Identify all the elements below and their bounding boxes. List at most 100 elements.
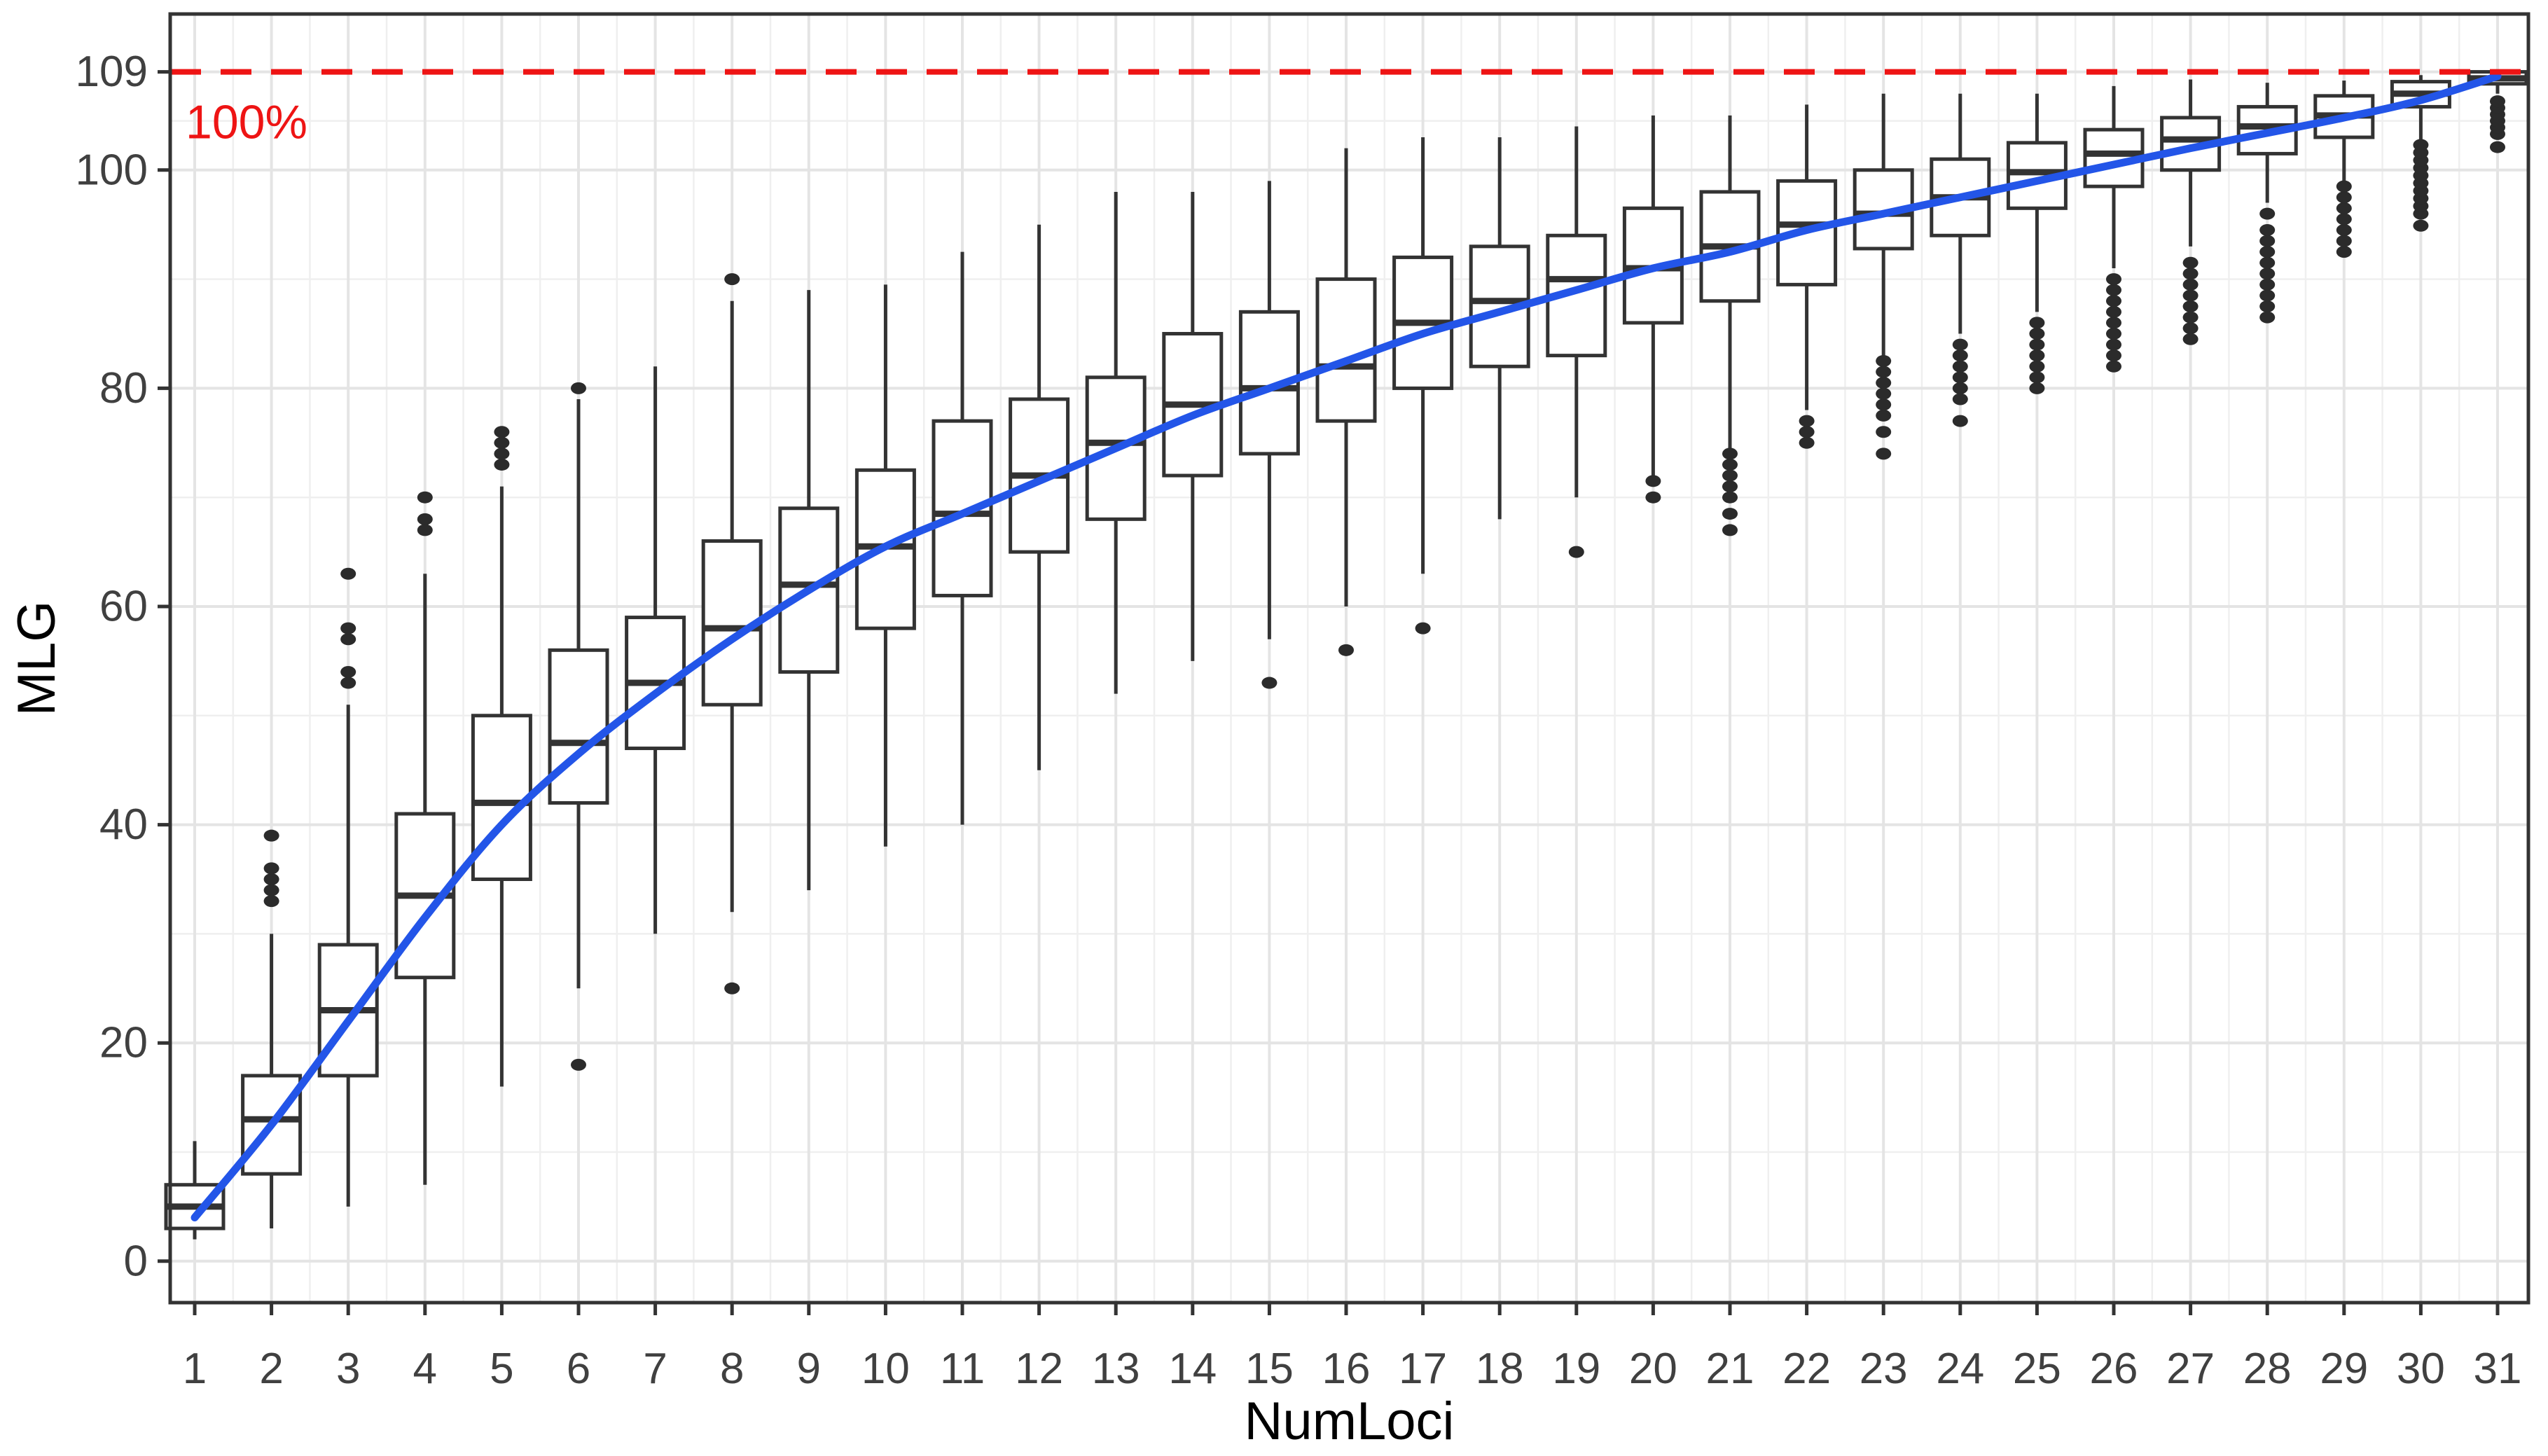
outlier-point xyxy=(1952,371,1968,384)
outlier-point xyxy=(1722,458,1738,471)
boxplot-numloci-6 xyxy=(548,382,609,1071)
outlier-point xyxy=(2336,235,2352,247)
outlier-point xyxy=(494,426,510,438)
outlier-point xyxy=(2106,338,2121,351)
x-tick-label: 22 xyxy=(1782,1345,1831,1393)
outlier-point xyxy=(417,491,433,504)
boxplot-numloci-12 xyxy=(1009,224,1070,770)
boxplot-numloci-10 xyxy=(854,284,916,847)
outlier-point xyxy=(1876,448,1892,460)
boxplot-numloci-27 xyxy=(2160,79,2222,345)
outlier-point xyxy=(2029,327,2045,340)
x-tick-label: 15 xyxy=(1245,1345,1294,1393)
outlier-point xyxy=(2336,180,2352,193)
boxplot-numloci-9 xyxy=(778,290,840,891)
x-tick-label: 8 xyxy=(720,1345,744,1393)
outlier-point xyxy=(1952,393,1968,405)
x-tick-label: 26 xyxy=(2090,1345,2138,1393)
outlier-point xyxy=(2106,360,2121,373)
outlier-point xyxy=(1952,349,1968,362)
outlier-point xyxy=(1645,491,1661,504)
outlier-point xyxy=(1799,415,1815,427)
x-tick-label: 7 xyxy=(643,1345,667,1393)
outlier-point xyxy=(2259,256,2276,269)
boxplot-numloci-22 xyxy=(1776,104,1838,449)
outlier-point xyxy=(2106,349,2121,362)
outlier-point xyxy=(494,458,510,471)
outlier-point xyxy=(2490,95,2505,108)
outlier-point xyxy=(2336,223,2352,236)
boxplot-series xyxy=(164,70,2528,1240)
x-tick-label: 11 xyxy=(940,1345,985,1393)
outlier-point xyxy=(2259,246,2276,258)
outlier-point xyxy=(2106,295,2121,307)
outlier-point xyxy=(1876,387,1892,400)
x-tick-label: 3 xyxy=(336,1345,360,1393)
smooth-line xyxy=(191,72,2502,1221)
outlier-point xyxy=(2106,284,2121,296)
outlier-point xyxy=(1415,622,1431,635)
outlier-point xyxy=(263,895,279,908)
boxplot-numloci-18 xyxy=(1469,137,1530,520)
outlier-point xyxy=(2182,256,2199,269)
outlier-point xyxy=(1799,436,1815,449)
gridlines-minor xyxy=(170,14,2528,1303)
outlier-point xyxy=(571,1058,586,1071)
y-tick-label: 60 xyxy=(99,582,148,630)
outlier-point xyxy=(724,982,740,994)
outlier-point xyxy=(1722,480,1738,493)
outlier-point xyxy=(2106,317,2121,329)
panel-border xyxy=(168,12,2530,1305)
x-tick-label: 4 xyxy=(413,1345,437,1393)
outlier-point xyxy=(417,524,433,536)
boxplot-numloci-28 xyxy=(2236,83,2298,324)
outlier-point xyxy=(2413,139,2429,151)
x-tick-label: 20 xyxy=(1629,1345,1677,1393)
outlier-point xyxy=(2029,371,2045,384)
outlier-point xyxy=(2029,338,2045,351)
outlier-point xyxy=(724,273,740,286)
outlier-point xyxy=(1261,677,1278,689)
boxplot-numloci-20 xyxy=(1622,115,1684,504)
outlier-point xyxy=(1876,377,1892,389)
outlier-point xyxy=(2413,219,2429,232)
outlier-point xyxy=(1952,382,1968,394)
boxplot-numloci-2 xyxy=(241,829,303,1229)
x-tick-label: 6 xyxy=(567,1345,590,1393)
outlier-point xyxy=(1722,469,1738,482)
boxplot-numloci-11 xyxy=(932,251,993,825)
x-tick-label: 16 xyxy=(1322,1345,1371,1393)
boxplot-numloci-13 xyxy=(1085,191,1147,694)
outlier-point xyxy=(1952,415,1968,427)
x-tick-label: 18 xyxy=(1476,1345,1524,1393)
outlier-point xyxy=(2259,207,2276,220)
outlier-point xyxy=(2182,300,2199,313)
x-tick-label: 24 xyxy=(1936,1345,1984,1393)
outlier-point xyxy=(1722,491,1738,504)
x-tick-label: 19 xyxy=(1552,1345,1600,1393)
boxplot-numloci-19 xyxy=(1546,126,1607,558)
x-tick-label: 29 xyxy=(2320,1345,2368,1393)
y-tick-label: 0 xyxy=(124,1237,148,1285)
outlier-point xyxy=(2182,333,2199,345)
boxplot-numloci-16 xyxy=(1315,148,1377,656)
outlier-point xyxy=(1645,475,1661,487)
x-tick-label: 27 xyxy=(2166,1345,2215,1393)
x-tick-label: 2 xyxy=(259,1345,283,1393)
x-tick-label: 23 xyxy=(1860,1345,1908,1393)
outlier-point xyxy=(263,873,279,885)
outlier-point xyxy=(340,665,356,678)
outlier-point xyxy=(2029,349,2045,362)
outlier-point xyxy=(2182,322,2199,335)
outlier-point xyxy=(571,382,586,394)
outlier-point xyxy=(2259,235,2276,247)
outlier-point xyxy=(2259,311,2276,324)
x-tick-label: 5 xyxy=(490,1345,513,1393)
outlier-point xyxy=(263,884,279,896)
x-tick-label: 12 xyxy=(1015,1345,1063,1393)
outlier-point xyxy=(1722,508,1738,520)
x-tick-label: 30 xyxy=(2397,1345,2445,1393)
outlier-point xyxy=(263,829,279,842)
